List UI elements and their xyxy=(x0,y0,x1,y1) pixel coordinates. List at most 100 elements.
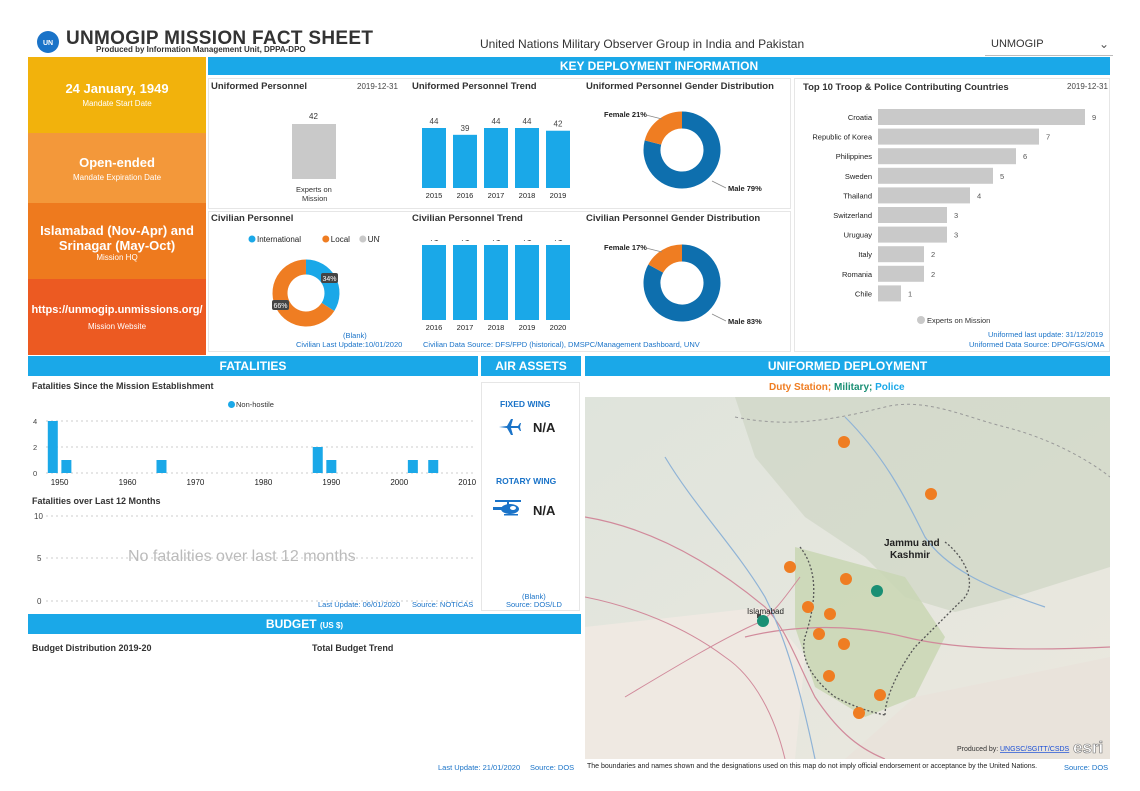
civilian-legend-label: UNV xyxy=(368,235,380,244)
uniformed-trend-title: Uniformed Personnel Trend xyxy=(412,81,537,92)
fatality-bar xyxy=(312,447,323,473)
non-hostile-legend: Non-hostile xyxy=(236,400,274,409)
top10-title: Top 10 Troop & Police Contributing Count… xyxy=(803,82,1009,93)
top10-date: 2019-12-31 xyxy=(1067,82,1108,91)
duty-station-marker[interactable] xyxy=(802,601,814,613)
mission-hq-value-line2: Srinagar (May-Oct) xyxy=(58,238,176,253)
trend-bar-label: 71 xyxy=(430,240,439,243)
mandate-expiration-value: Open-ended xyxy=(79,155,155,170)
trend-bar-label: 71 xyxy=(461,240,470,243)
map-legend: Duty Station; Military; Police xyxy=(769,382,905,393)
top10-legend: Experts on Mission xyxy=(927,316,991,325)
uniformed-gender-chart: Female 21% Male 79% xyxy=(604,110,762,193)
fatalities-since-title: Fatalities Since the Mission Establishme… xyxy=(32,381,214,391)
country-value: 9 xyxy=(1092,113,1096,122)
mission-select[interactable]: UNMOGIP ⌄ xyxy=(985,34,1113,56)
civilian-last-update: Civilian Last Update:10/01/2020 xyxy=(296,340,403,349)
budget-source: Source: DOS xyxy=(530,763,575,772)
trend-bar xyxy=(515,245,539,320)
helicopter-icon xyxy=(492,499,524,522)
country-bar xyxy=(878,226,947,243)
y-tick-5: 5 xyxy=(37,554,42,563)
top10-chart: Croatia 9 Republic of Korea 7 Philippines 6 Sw… xyxy=(812,109,1096,302)
civilian-trend-chart: 71 2016 71 2017 71 2018 71 2019 71 2020 xyxy=(422,240,570,332)
trend-bar xyxy=(453,134,477,188)
duty-station-marker[interactable] xyxy=(925,488,937,500)
airplane-icon xyxy=(497,417,521,442)
budget-distribution-title: Budget Distribution 2019-20 xyxy=(32,643,152,653)
male-leader xyxy=(711,180,727,189)
trend-bar-label: 39 xyxy=(461,124,470,133)
esri-logo: esri xyxy=(1073,738,1103,757)
mandate-expiration-label: Mandate Expiration Date xyxy=(72,173,162,182)
female-slice xyxy=(644,111,683,146)
budget-update: Last Update: 21/01/2020 xyxy=(438,763,521,772)
trend-year-label: 2019 xyxy=(550,191,567,200)
country-label: Italy xyxy=(858,250,872,259)
female-leader xyxy=(645,247,663,253)
air-assets-header: AIR ASSETS xyxy=(481,356,581,376)
y-tick-10: 10 xyxy=(34,512,43,521)
trend-bar-label: 71 xyxy=(554,240,563,243)
air-assets-panel xyxy=(481,382,580,611)
civilian-data-source: Civilian Data Source: DFS/FPD (historica… xyxy=(423,340,700,349)
mission-website-link[interactable]: https://unmogip.unmissions.org/ xyxy=(31,304,203,316)
map-disclaimer: The boundaries and names shown and the d… xyxy=(587,763,1038,770)
mission-hq-value-line1: Islamabad (Nov-Apr) and xyxy=(40,223,194,238)
country-value: 5 xyxy=(1000,172,1004,181)
duty-station-marker[interactable] xyxy=(838,436,850,448)
mandate-start-label: Mandate Start Date xyxy=(82,99,152,108)
chevron-down-icon: ⌄ xyxy=(1098,37,1109,51)
trend-bar-label: 44 xyxy=(492,117,501,126)
trend-bar-label: 42 xyxy=(554,120,563,129)
map-city-label: Islamabad xyxy=(747,607,784,616)
international-slice xyxy=(305,259,340,311)
deployment-map[interactable]: Jammu and Kashmir Islamabad Produced by:… xyxy=(585,397,1110,759)
uniformed-trend-chart: 44 2015 39 2016 44 2017 44 2018 42 2019 xyxy=(422,117,570,200)
duty-station-marker[interactable] xyxy=(874,689,886,701)
fixed-wing-label: FIXED WING xyxy=(500,399,551,409)
duty-station-marker[interactable] xyxy=(813,628,825,640)
y-tick-0: 0 xyxy=(37,597,42,606)
country-label: Philippines xyxy=(836,152,873,161)
duty-station-marker[interactable] xyxy=(838,638,850,650)
country-value: 4 xyxy=(977,191,981,200)
female-label: Female 17% xyxy=(604,243,647,252)
country-label: Switzerland xyxy=(833,211,872,220)
country-bar xyxy=(878,109,1085,125)
civilian-gender-title: Civilian Personnel Gender Distribution xyxy=(586,213,761,224)
uniformed-deployment-header: UNIFORMED DEPLOYMENT xyxy=(585,356,1110,376)
mission-website-card[interactable]: https://unmogip.unmissions.org/ Mission … xyxy=(28,279,206,355)
country-value: 7 xyxy=(1046,133,1050,142)
country-value: 2 xyxy=(931,250,935,259)
duty-station-marker[interactable] xyxy=(784,561,796,573)
map-region-label-1: Jammu and xyxy=(884,538,940,549)
trend-bar xyxy=(546,245,570,320)
trend-year-label: 2019 xyxy=(519,323,536,332)
page-title: UNMOGIP MISSION FACT SHEET xyxy=(66,28,374,49)
female-label: Female 21% xyxy=(604,110,647,119)
local-pct-bg xyxy=(272,300,289,310)
male-label: Male 79% xyxy=(728,184,762,193)
military-marker[interactable] xyxy=(757,615,769,627)
country-bar xyxy=(878,246,924,263)
fatalities-y-tick: 2 xyxy=(33,443,37,452)
country-bar xyxy=(878,187,970,204)
map-region-label-2: Kashmir xyxy=(890,550,930,561)
map-produced-by-link[interactable]: UNGSC/SGITT/CSDS xyxy=(1000,746,1070,753)
map-source: Source: DOS xyxy=(1064,763,1109,772)
country-label: Thailand xyxy=(843,191,872,200)
trend-bar xyxy=(515,128,539,188)
trend-year-label: 2018 xyxy=(519,191,536,200)
trend-bar xyxy=(484,245,508,320)
trend-year-label: 2016 xyxy=(457,191,474,200)
military-marker[interactable] xyxy=(871,585,883,597)
budget-header: BUDGET (US $) xyxy=(28,614,581,634)
duty-station-marker[interactable] xyxy=(824,608,836,620)
uniformed-personnel-date: 2019-12-31 xyxy=(357,82,398,91)
fatalities-y-tick: 4 xyxy=(33,417,37,426)
duty-station-marker[interactable] xyxy=(823,670,835,682)
duty-station-marker[interactable] xyxy=(853,707,865,719)
duty-station-marker[interactable] xyxy=(840,573,852,585)
fatalities-x-tick: 2000 xyxy=(390,478,408,487)
